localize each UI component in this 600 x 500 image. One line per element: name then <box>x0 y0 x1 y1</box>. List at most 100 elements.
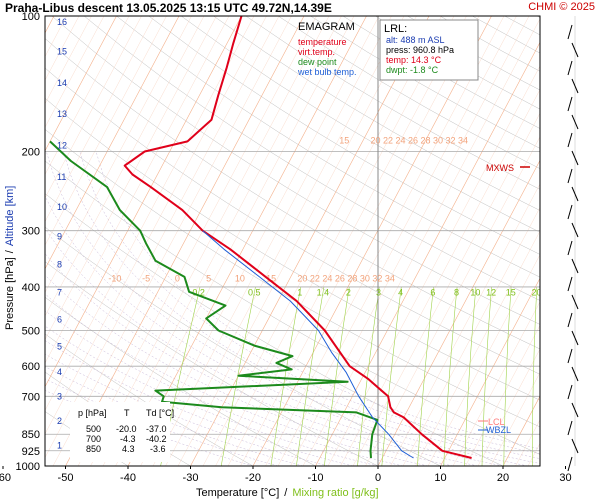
dry-adiabat <box>51 16 540 325</box>
isotherm <box>45 16 167 246</box>
isotherm <box>240 16 480 466</box>
isotherm <box>402 207 540 466</box>
isotherm <box>102 16 342 466</box>
isotherm <box>415 230 540 466</box>
isotherm <box>465 325 540 466</box>
wind-barb <box>571 258 579 274</box>
isotherm <box>427 254 540 466</box>
table-row-700-td: -40.2 <box>146 434 167 444</box>
wind-barbs <box>567 16 579 472</box>
altitude-tick-label: 6 <box>57 315 62 325</box>
x-axis-label: Temperature [°C] / Mixing ratio [g/kg] <box>196 487 379 499</box>
chart-title: Praha-Libus descent 13.05.2025 13:15 UTC… <box>5 1 332 15</box>
isotherm <box>45 16 117 152</box>
wind-barb <box>567 96 573 112</box>
isotherm-label: 26 <box>408 135 418 145</box>
dry-adiabat <box>116 16 540 278</box>
wind-barb <box>571 366 579 382</box>
level-table-bg <box>70 402 170 462</box>
isotherm-label: 28 <box>421 135 431 145</box>
temperature-tick-label: -60 <box>0 472 11 484</box>
isotherm <box>202 16 442 466</box>
isotherm-label: 22 <box>310 273 320 283</box>
level-table: p [hPa] T Td [°C] 500 -20.0 -37.0 700 -4… <box>70 402 174 462</box>
lrl-temperature: temp: 14.3 °C <box>386 55 442 65</box>
isotherm <box>140 16 380 466</box>
altitude-tick-label: 8 <box>57 260 62 270</box>
isotherm <box>315 41 540 466</box>
mixing-ratio-label: 12 <box>486 288 496 298</box>
temperature-tick-label: -10 <box>308 472 324 484</box>
lrl-box: LRL: alt: 488 m ASL press: 960.8 hPa tem… <box>379 19 479 81</box>
lrl-altitude: alt: 488 m ASL <box>386 35 445 45</box>
isotherm <box>377 159 540 466</box>
mixing-ratio-label: 4 <box>398 288 403 298</box>
isotherm <box>45 16 242 388</box>
isotherm-label: -10 <box>108 273 121 283</box>
isotherm-label: 20 <box>371 135 381 145</box>
y-axis-label-pressure: Pressure [hPa] <box>4 257 16 330</box>
isotherm <box>352 112 540 466</box>
table-row-700-t: -4.3 <box>120 434 136 444</box>
moist-adiabat <box>45 340 354 466</box>
altitude-tick-label: 4 <box>57 367 62 377</box>
pressure-tick-label: 1000 <box>16 461 40 473</box>
isotherm <box>452 301 540 466</box>
mxws-label: MXWS <box>486 163 514 173</box>
pressure-tick-label: 300 <box>22 226 40 238</box>
isotherm <box>340 89 540 466</box>
isotherm <box>165 16 405 466</box>
x-axis-label-separator: / <box>284 487 288 499</box>
temperature-tick-label: -40 <box>120 472 136 484</box>
isotherm-label: 5 <box>206 273 211 283</box>
pressure-ticks: 100 200 300 400 500 600 700 850 925 1000 <box>16 11 40 473</box>
profile-series <box>49 16 472 459</box>
isotherm-label: 34 <box>385 273 395 283</box>
isotherm <box>65 16 305 466</box>
wind-barb <box>567 276 573 292</box>
altitude-tick-label: 3 <box>57 391 62 401</box>
series-line <box>123 16 472 459</box>
wind-barb <box>567 168 573 184</box>
pressure-tick-label: 500 <box>22 326 40 338</box>
legend-item-dew-point: dew point <box>298 57 337 67</box>
mixing-ratio-label: 6 <box>430 288 435 298</box>
isotherm-label: 24 <box>396 135 406 145</box>
credit-text: CHMI © 2025 <box>528 1 595 13</box>
temperature-tick-label: 10 <box>434 472 446 484</box>
mixing-ratio-label: 1 <box>297 288 302 298</box>
wind-barb <box>571 114 579 130</box>
y-axis-label: Pressure [hPa] / Altitude [km] <box>4 186 16 330</box>
dry-adiabat <box>45 67 540 375</box>
altitude-tick-label: 5 <box>57 341 62 351</box>
legend-item-temperature: temperature <box>298 37 347 47</box>
table-row-850-p: 850 <box>86 444 101 454</box>
moist-adiabat <box>45 378 279 466</box>
altitude-tick-label: 10 <box>57 202 67 212</box>
pressure-tick-label: 600 <box>22 361 40 373</box>
table-row-500-td: -37.0 <box>146 424 167 434</box>
lcl-label: LCL <box>488 417 505 427</box>
table-row-700-p: 700 <box>86 434 101 444</box>
pressure-tick-label: 200 <box>22 146 40 158</box>
legend-item-wet-bulb: wet bulb temp. <box>297 67 357 77</box>
isotherm <box>45 16 230 364</box>
wind-barb <box>567 60 573 76</box>
wind-barb <box>571 78 579 94</box>
table-header-td: Td [°C] <box>146 408 174 418</box>
x-axis-label-temperature: Temperature [°C] <box>196 487 279 499</box>
isotherm <box>45 16 105 128</box>
pressure-tick-label: 700 <box>22 391 40 403</box>
temperature-tick-label: -20 <box>245 472 261 484</box>
lrl-dewpoint: dwpt: -1.8 °C <box>386 65 439 75</box>
isotherm-label: 32 <box>372 273 382 283</box>
isotherm <box>302 18 540 466</box>
wind-barb <box>571 438 579 454</box>
x-axis-label-mixing-ratio: Mixing ratio [g/kg] <box>292 487 378 499</box>
wind-barb <box>567 24 573 40</box>
altitude-tick-label: 16 <box>57 17 67 27</box>
wind-barb <box>567 312 573 328</box>
temperature-tick-label: -30 <box>183 472 199 484</box>
